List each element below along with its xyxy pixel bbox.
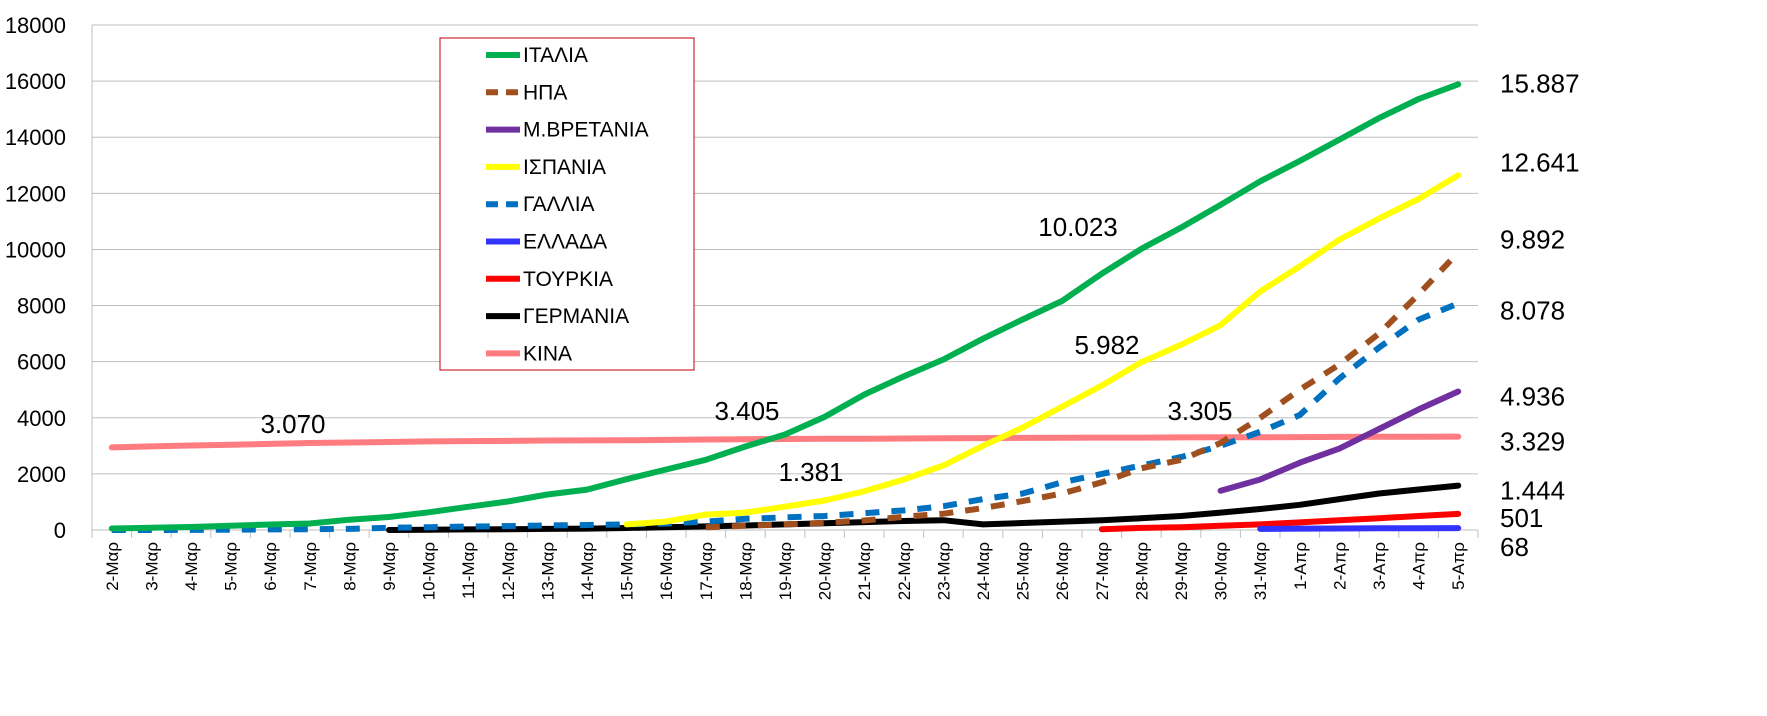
x-tick-label: 4-Απρ	[1410, 542, 1429, 590]
x-tick-label: 11-Μαρ	[459, 542, 478, 599]
annotation-label: 12.641	[1500, 147, 1580, 177]
x-tick-label: 13-Μαρ	[538, 542, 557, 600]
y-tick-label: 14000	[5, 125, 66, 150]
x-tick-label: 24-Μαρ	[974, 542, 993, 600]
x-tick-label: 27-Μαρ	[1093, 542, 1112, 600]
x-tick-label: 21-Μαρ	[855, 542, 874, 600]
y-tick-label: 4000	[17, 406, 66, 431]
legend-label: ΚΙΝΑ	[523, 342, 572, 365]
x-tick-label: 10-Μαρ	[420, 542, 439, 600]
y-tick-label: 10000	[5, 237, 66, 262]
x-tick-label: 1-Απρ	[1291, 542, 1310, 590]
x-tick-label: 25-Μαρ	[1014, 542, 1033, 600]
legend-label: ΗΠΑ	[523, 81, 567, 104]
y-axis-ticks: 0 2000 4000 6000 8000 10000 12000 14000 16000 180…	[5, 13, 66, 543]
x-tick-label: 4-Μαρ	[182, 542, 201, 591]
legend-label: ΓΕΡΜΑΝΙΑ	[523, 305, 629, 328]
annotation-label: 1.381	[778, 457, 843, 487]
annotation-label: 5.982	[1074, 330, 1139, 360]
x-tick-label: 3-Απρ	[1370, 542, 1389, 590]
data-annotations: 15.887 12.641 9.892 8.078 4.936 3.329 1.444501…	[260, 68, 1579, 562]
x-tick-label: 26-Μαρ	[1053, 542, 1072, 600]
series-line-1	[705, 250, 1461, 531]
series-line-6	[1098, 510, 1462, 533]
x-tick-label: 30-Μαρ	[1212, 542, 1231, 600]
x-tick-label: 16-Μαρ	[657, 542, 676, 600]
x-tick-label: 5-Μαρ	[222, 542, 241, 591]
x-tick-label: 9-Μαρ	[380, 542, 399, 591]
annotation-label: 4.936	[1500, 382, 1565, 412]
x-tick-label: 17-Μαρ	[697, 542, 716, 600]
x-tick-label: 29-Μαρ	[1172, 542, 1191, 600]
y-tick-label: 2000	[17, 462, 66, 487]
series-line-5	[1257, 525, 1462, 532]
series-lines	[108, 81, 1462, 533]
x-tick-label: 6-Μαρ	[261, 542, 280, 591]
x-tick-label: 22-Μαρ	[895, 542, 914, 600]
x-tick-label: 7-Μαρ	[301, 542, 320, 591]
y-tick-label: 8000	[17, 294, 66, 319]
x-tick-label: 12-Μαρ	[499, 542, 518, 600]
y-tick-label: 6000	[17, 350, 66, 375]
legend-label: ΕΛΛΑΔΑ	[523, 231, 607, 254]
y-tick-label: 18000	[5, 13, 66, 38]
series-line-8	[108, 433, 1462, 451]
series-line-2	[1217, 388, 1462, 494]
annotation-label: 3.405	[714, 396, 779, 426]
x-tick-label: 19-Μαρ	[776, 542, 795, 600]
y-tick-label: 12000	[5, 181, 66, 206]
legend-label: ΓΑΛΛΙΑ	[523, 193, 595, 216]
annotation-label: 10.023	[1038, 212, 1118, 242]
x-tick-label: 15-Μαρ	[618, 542, 637, 600]
legend-label: ΤΟΥΡΚΙΑ	[523, 268, 613, 291]
annotation-label: 3.070	[260, 409, 325, 439]
annotation-label: 3.305	[1167, 396, 1232, 426]
x-tick-label: 3-Μαρ	[142, 542, 161, 591]
annotation-label: 15.887	[1500, 68, 1580, 98]
legend: ΙΤΑΛΙΑ ΗΠΑ Μ.ΒΡΕΤΑΝΙΑ ΙΣΠΑΝΙΑ ΓΑΛΛΙΑ ΕΛΛΑΔΑ ΤΟ…	[439, 37, 695, 371]
x-tick-label: 14-Μαρ	[578, 542, 597, 600]
annotation-label: 8.078	[1500, 295, 1565, 325]
legend-label: ΙΤΑΛΙΑ	[523, 44, 588, 67]
gridlines	[91, 24, 1478, 531]
annotation-label: 9.892	[1500, 224, 1565, 254]
y-tick-label: 16000	[5, 69, 66, 94]
x-tick-label: 23-Μαρ	[934, 542, 953, 600]
x-tick-label: 2-Απρ	[1330, 542, 1349, 590]
annotation-label: 1.444	[1500, 475, 1565, 505]
series-line-7	[386, 482, 1462, 533]
series-line-4	[111, 300, 1460, 533]
x-tick-label: 8-Μαρ	[340, 542, 359, 591]
x-tick-label: 28-Μαρ	[1132, 542, 1151, 600]
series-line-0	[108, 81, 1462, 532]
y-tick-label: 0	[54, 518, 66, 543]
legend-label: ΙΣΠΑΝΙΑ	[523, 156, 606, 179]
legend-label: Μ.ΒΡΕΤΑΝΙΑ	[523, 119, 649, 142]
legend-box	[439, 37, 695, 371]
x-tick-label: 2-Μαρ	[103, 542, 122, 591]
annotation-label: 68	[1500, 532, 1529, 562]
x-tick-label: 5-Απρ	[1449, 542, 1468, 590]
annotation-label: 3.329	[1500, 427, 1565, 457]
x-tick-label: 20-Μαρ	[816, 542, 835, 600]
series-line-3	[623, 172, 1462, 528]
x-tick-label: 31-Μαρ	[1251, 542, 1270, 600]
x-axis-ticks: 2-Μαρ 3-Μαρ 4-Μαρ 5-Μαρ 6-Μαρ 7-Μαρ 8-Μαρ 9-Μαρ…	[91, 530, 1479, 600]
x-tick-label: 18-Μαρ	[736, 542, 755, 600]
annotation-label: 501	[1500, 503, 1543, 533]
